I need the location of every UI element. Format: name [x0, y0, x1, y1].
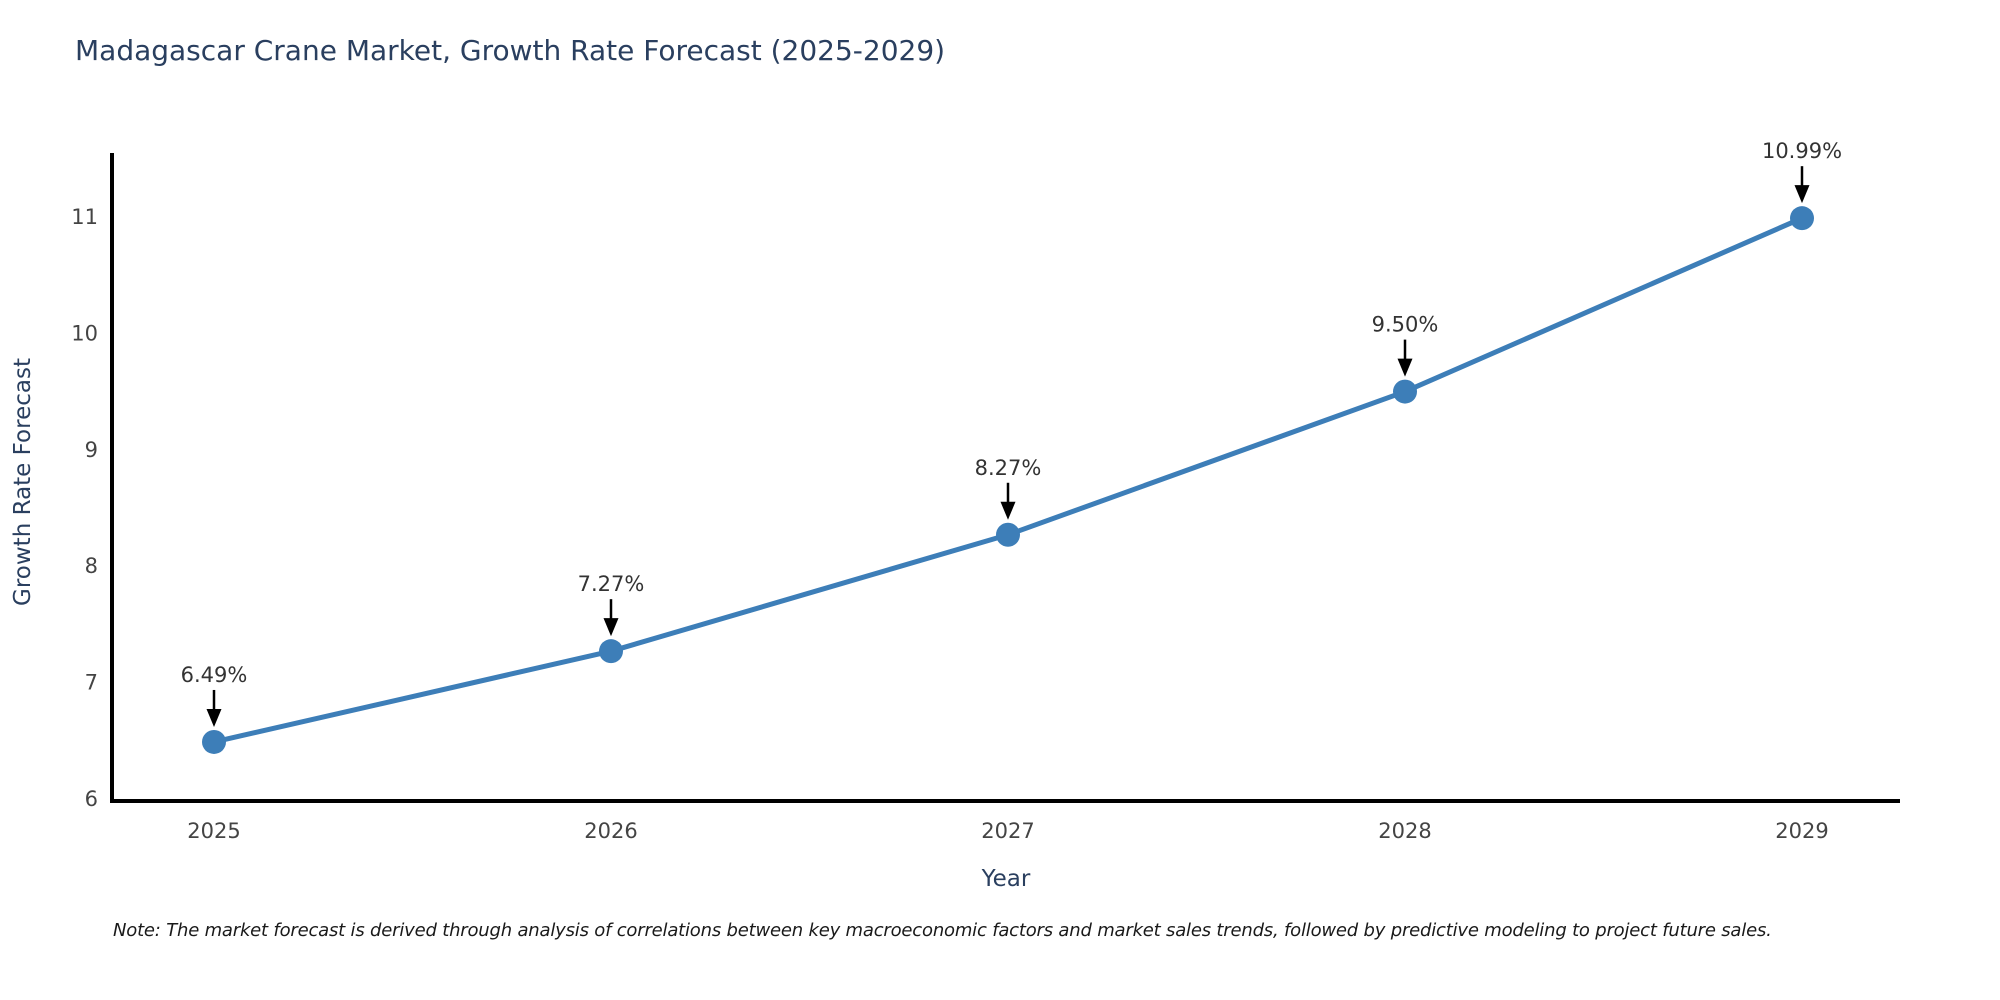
annotation-label: 9.50% — [1372, 313, 1439, 337]
x-tick-label: 2026 — [584, 819, 637, 843]
y-tick-label: 9 — [85, 438, 98, 462]
y-tick-label: 6 — [85, 787, 98, 811]
y-axis-title: Growth Rate Forecast — [10, 358, 36, 606]
x-tick-label: 2027 — [981, 819, 1034, 843]
y-tick-label: 10 — [71, 321, 98, 345]
annotation-arrow-head — [1397, 358, 1413, 377]
chart-title: Madagascar Crane Market, Growth Rate For… — [75, 34, 946, 67]
data-point-marker — [996, 522, 1020, 547]
annotation-arrow-head — [1000, 501, 1016, 520]
y-tick-label: 8 — [85, 554, 98, 578]
annotation-arrow-head — [1794, 185, 1810, 204]
footnote: Note: The market forecast is derived thr… — [113, 920, 1772, 941]
x-tick-label: 2029 — [1775, 819, 1828, 843]
y-tick-label: 7 — [85, 671, 98, 695]
annotation-label: 6.49% — [181, 663, 248, 687]
annotation-label: 8.27% — [975, 456, 1042, 480]
x-tick-label: 2028 — [1378, 819, 1431, 843]
y-tick-label: 11 — [71, 205, 98, 229]
data-point-marker — [1790, 206, 1814, 231]
data-point-marker — [1393, 379, 1417, 404]
annotation-arrow-head — [206, 708, 222, 727]
series-line — [211, 215, 1805, 745]
data-point-marker — [202, 729, 226, 754]
x-axis-title: Year — [981, 866, 1031, 892]
data-point-marker — [599, 639, 623, 664]
annotation-label: 10.99% — [1762, 139, 1842, 163]
annotation-arrow-head — [603, 618, 619, 637]
annotation-label: 7.27% — [578, 572, 645, 596]
x-tick-label: 2025 — [187, 819, 240, 843]
